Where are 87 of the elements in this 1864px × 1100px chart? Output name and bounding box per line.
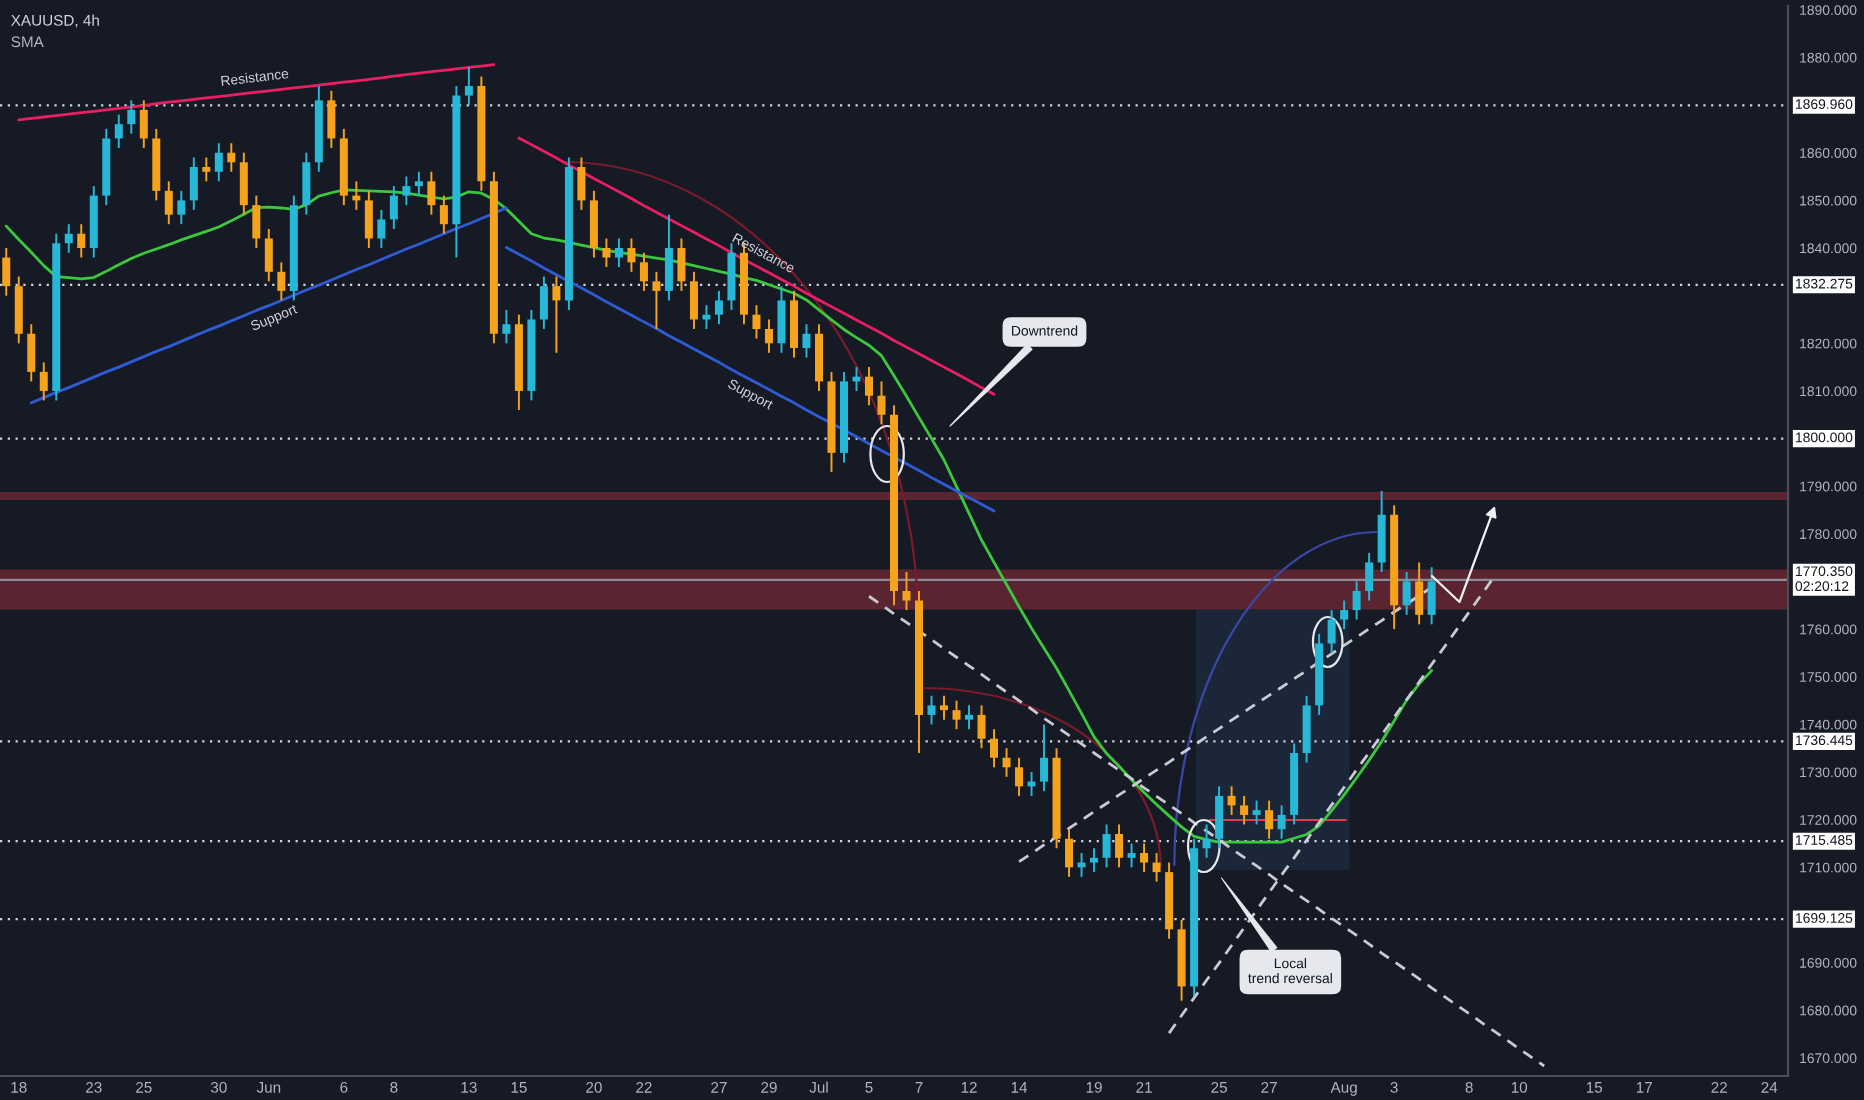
candlestick [139,99,148,149]
candlestick [664,213,673,302]
candlestick [952,699,961,731]
candlestick [402,175,411,207]
candlestick [27,323,36,383]
candlestick [227,142,236,173]
candlestick [1352,580,1361,621]
candlestick [114,113,123,149]
candlestick [214,142,223,183]
candlestick [927,694,936,726]
candlestick [1152,852,1161,883]
candlestick [414,170,423,197]
candlestick [189,156,198,211]
candlestick [427,170,436,216]
candlestick [602,237,611,269]
candlestick [940,694,949,721]
candlestick [239,151,248,216]
candlestick [1252,799,1261,826]
candlestick [127,99,136,135]
candlestick [1065,828,1074,878]
candlestick [1365,551,1374,602]
candlestick [77,223,86,259]
candlestick [1127,842,1136,869]
candlestick [64,223,73,254]
candlestick [302,151,311,216]
candlestick [252,194,261,249]
candlestick [814,323,823,392]
candlestick [264,227,273,283]
candlestick [639,251,648,292]
candlestick [789,289,798,359]
candlestick [1227,785,1236,816]
candlestick [652,270,661,330]
candlestick [727,242,736,311]
candlestick [364,189,373,249]
candlestick [1102,823,1111,869]
candlestick [14,275,23,345]
candlestick [1377,490,1386,573]
candlestick [752,304,761,340]
candlestick [977,704,986,750]
candlestick [539,275,548,330]
candlestick [1015,756,1024,797]
candlestick [1040,723,1049,793]
candlestick [990,728,999,769]
candlestick [1202,823,1211,859]
candlestick [1240,794,1249,826]
candlestick [1215,785,1224,850]
candlestick [164,180,173,226]
candlestick [965,704,974,731]
candlestick [1340,599,1349,631]
candlestick [689,270,698,330]
candlestick [627,237,636,273]
candlestick [1090,847,1099,874]
candlestick [2,247,11,297]
candlestick [202,156,211,183]
candlestick [764,318,773,354]
candlestick [327,89,336,149]
candlestick [552,275,561,354]
candlestick [677,237,686,292]
candlestick [802,323,811,359]
candlestick [614,237,623,269]
candlestick [439,194,448,235]
candlestick [277,261,286,302]
candlestick [1327,609,1336,654]
candlestick [864,366,873,407]
candlestick [589,189,598,259]
candlestick [1302,694,1311,764]
candlestick [1277,804,1286,840]
candlestick [464,66,473,107]
candlestick [777,285,786,354]
candlestick [1002,747,1011,778]
candlestick [1427,566,1436,626]
candlestick [1265,799,1274,840]
candlestick [902,571,911,612]
candlestick [177,189,186,226]
candlestick [877,380,886,426]
candlestick [39,361,48,402]
candlestick [1140,842,1149,874]
candlestick [389,185,398,230]
candlestick [1115,823,1124,869]
candlestick [377,208,386,249]
candlestick [1402,571,1411,616]
candlestick [714,289,723,326]
line-series [29,206,508,405]
line-series [17,63,496,122]
candlestick [577,156,586,211]
candlestick [502,308,511,345]
candlestick [1415,561,1424,626]
